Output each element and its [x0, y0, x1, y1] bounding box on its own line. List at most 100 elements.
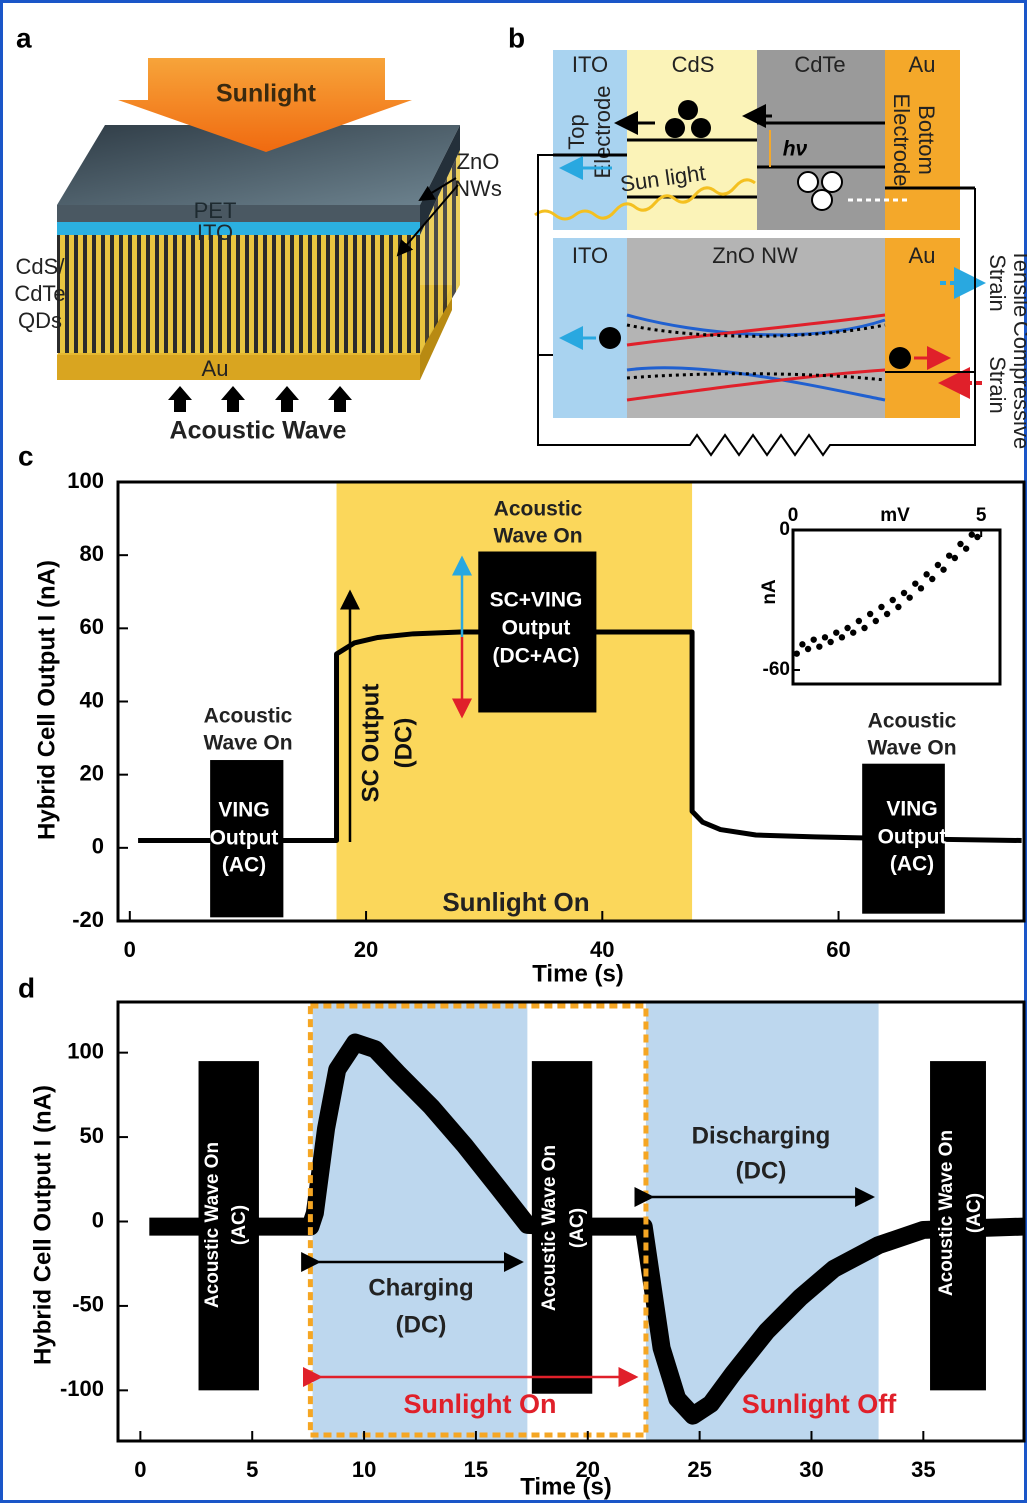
annotation: (AC) — [229, 1205, 250, 1245]
annotation: Charging — [368, 1274, 473, 1301]
y-axis-label: Hybrid Cell Output I (nA) — [29, 1085, 56, 1365]
data-point — [912, 580, 918, 586]
y-tick-label: 20 — [80, 760, 104, 785]
y-tick-label: -20 — [72, 907, 104, 932]
label: ZnO — [457, 149, 500, 174]
label: Au — [909, 52, 936, 77]
label: CdS — [672, 52, 715, 77]
label: CdTe — [794, 52, 845, 77]
y-tick-label: -60 — [763, 659, 790, 680]
data-point — [839, 634, 845, 640]
data-point — [867, 611, 873, 617]
x-tick-label: 5 — [246, 1457, 258, 1482]
label: Au — [909, 243, 936, 268]
x-tick-label: 0 — [124, 937, 136, 962]
annotation: Acoustic — [868, 710, 957, 733]
label: hν — [783, 138, 808, 161]
annotation: Sunlight On — [442, 887, 589, 917]
label: Bottom — [914, 105, 939, 175]
label: Sunlight — [216, 80, 317, 108]
data-point — [799, 641, 805, 647]
annotation: VING — [886, 798, 937, 821]
data-point — [805, 646, 811, 652]
y-tick-label: 0 — [92, 834, 104, 859]
figure: a b c d Sunlight PET ITO ZnO NWs CdS/ Cd… — [0, 0, 1027, 1503]
annotation: Wave On — [493, 525, 582, 548]
data-point — [884, 611, 890, 617]
x-tick-label: 25 — [687, 1457, 711, 1482]
circuit — [538, 155, 553, 355]
data-point — [816, 643, 822, 649]
y-tick-label: 100 — [67, 468, 104, 493]
data-point — [940, 566, 946, 572]
label: Electrode — [590, 86, 615, 179]
x-axis-label: Time (s) — [532, 960, 624, 987]
annotation: Wave On — [203, 732, 292, 755]
y-axis-label: nA — [759, 579, 780, 605]
y-tick-label: 100 — [67, 1038, 104, 1063]
data-point — [923, 571, 929, 577]
annotation: (AC) — [964, 1193, 985, 1233]
annotation: (DC) — [390, 718, 417, 769]
data-point — [827, 639, 833, 645]
data-point — [878, 604, 884, 610]
device-schematic: Sunlight PET ITO ZnO NWs CdS/ CdTe QDs A… — [14, 58, 502, 445]
data-point — [811, 636, 817, 642]
data-point — [822, 634, 828, 640]
x-axis-label: Time (s) — [520, 1473, 612, 1500]
data-point — [929, 576, 935, 582]
y-tick-label: 0 — [779, 519, 790, 540]
data-point — [957, 541, 963, 547]
x-tick-label: 0 — [134, 1457, 146, 1482]
data-point — [890, 597, 896, 603]
annotation: Acoustic Wave On — [539, 1145, 560, 1311]
annotation: Acoustic — [494, 498, 583, 521]
label: QDs — [18, 308, 62, 333]
label: Tensile — [1009, 249, 1027, 317]
annotation: Discharging — [692, 1122, 831, 1149]
y-tick-label: 80 — [80, 541, 104, 566]
data-point — [873, 618, 879, 624]
nanowire-layer — [57, 235, 420, 353]
data-point — [856, 618, 862, 624]
label: NWs — [454, 176, 502, 201]
pet-front — [57, 205, 420, 222]
data-point — [935, 562, 941, 568]
data-point — [861, 625, 867, 631]
x-tick-label: 15 — [464, 1457, 488, 1482]
data-point — [974, 534, 980, 540]
x-tick-label: 35 — [911, 1457, 935, 1482]
annotation: VING — [218, 799, 269, 822]
y-tick-label: -50 — [72, 1292, 104, 1317]
annotation: Sunlight On — [404, 1389, 557, 1419]
electron — [599, 327, 621, 349]
annotation: (AC) — [222, 854, 266, 877]
data-point — [952, 555, 958, 561]
label: Compressive — [1009, 321, 1027, 449]
x-tick-label: 40 — [590, 937, 614, 962]
annotation: Output — [878, 826, 947, 849]
panel-label: c — [18, 440, 34, 471]
label: ZnO NW — [712, 243, 798, 268]
data-point — [969, 531, 975, 537]
annotation: Acoustic Wave On — [202, 1142, 223, 1308]
label: ITO — [572, 52, 608, 77]
annotation: (AC) — [890, 853, 934, 876]
label: CdS/ — [16, 254, 66, 279]
annotation: (DC) — [396, 1311, 447, 1338]
data-point — [918, 585, 924, 591]
shaded-region — [646, 1002, 879, 1441]
x-tick-label: 20 — [354, 937, 378, 962]
au-front — [57, 355, 420, 380]
y-axis-label: Hybrid Cell Output I (nA) — [33, 560, 60, 840]
label: Acoustic Wave — [170, 417, 347, 445]
annotation: Acoustic — [204, 705, 293, 728]
label: Electrode — [889, 94, 914, 187]
annotation: (DC+AC) — [493, 645, 580, 668]
band-diagram: ITO CdS CdTe Au Top Electrode Bottom Ele… — [535, 50, 1027, 455]
data-point — [946, 552, 952, 558]
label: Au — [202, 356, 229, 381]
data-point — [794, 650, 800, 656]
panel-label: a — [16, 22, 32, 53]
annotation: (AC) — [567, 1208, 588, 1248]
